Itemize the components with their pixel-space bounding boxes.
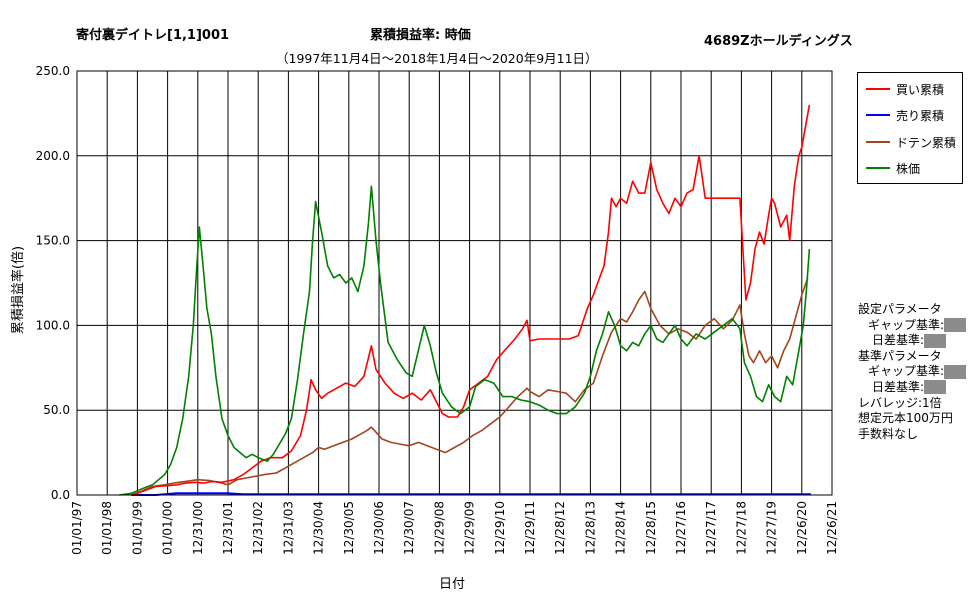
chart-title: 累積損益率: 時価 (370, 28, 471, 43)
param-leverage: レバレッジ:1倍 (858, 395, 942, 410)
x-tick-label: 12/27/19 (765, 501, 779, 555)
x-tick-label: 12/28/15 (644, 501, 658, 555)
x-tick-label: 12/26/20 (795, 501, 809, 555)
legend-swatch-price (866, 167, 890, 169)
y-tick-labels: 0.0 50.0 100.0 150.0 200.0 250.0 (36, 64, 70, 502)
legend-label-doten: ドテン累積 (896, 136, 957, 150)
x-tick-label: 12/27/18 (734, 501, 748, 555)
grid-lines (76, 70, 833, 496)
plot-frame (76, 70, 833, 496)
x-tick-label: 12/27/16 (674, 501, 688, 555)
series-line-price (119, 185, 811, 496)
y-tick-label: 0.0 (51, 488, 70, 502)
param-settings-heading: 設定パラメータ (858, 302, 942, 316)
y-tick-label: 150.0 (36, 234, 70, 248)
legend-label-buy: 買い累積 (896, 83, 945, 97)
strategy-title: 寄付裏デイトレ[1,1]001 (76, 28, 230, 43)
param-settings-gap: ギャップ基準: (858, 317, 967, 334)
param-fees: 手数料なし (858, 426, 919, 441)
x-tick-label: 01/01/98 (100, 501, 114, 555)
x-tick-label: 12/31/03 (281, 501, 295, 555)
x-tick-label: 12/28/13 (583, 501, 597, 555)
y-axis-label: 累積損益率(倍) (10, 246, 26, 334)
legend-swatch-doten (866, 141, 890, 143)
x-tick-label: 12/31/00 (191, 501, 205, 555)
series-lines (119, 104, 811, 496)
y-tick-label: 200.0 (36, 149, 70, 163)
series-line-doten (131, 277, 809, 496)
x-tick-labels: 01/01/97 01/01/98 01/01/99 01/01/00 12/31/00… (70, 501, 839, 555)
series-line-buy (131, 104, 811, 496)
x-tick-label: 12/31/02 (251, 501, 265, 555)
param-label: 日差基準: (872, 379, 925, 394)
param-base-heading: 基準パラメータ (858, 348, 942, 363)
param-settings-daydiff: 日差基準: (858, 333, 966, 349)
legend: 買い累積 売り累積 ドテン累積 株価 (857, 72, 963, 184)
x-tick-label: 12/28/12 (553, 501, 567, 555)
redacted-value (944, 318, 967, 333)
x-tick-label: 01/01/99 (130, 501, 144, 555)
param-base-gap: ギャップ基準: (858, 364, 967, 380)
x-tick-label: 01/01/97 (70, 501, 84, 555)
redacted-value (944, 364, 967, 379)
x-tick-label: 12/31/01 (221, 501, 235, 555)
legend-swatch-sell (866, 114, 890, 116)
x-tick-label: 12/29/10 (493, 501, 507, 555)
x-tick-label: 12/27/17 (704, 501, 718, 555)
x-tick-label: 12/30/07 (402, 501, 416, 555)
legend-label-price: 株価 (896, 162, 921, 176)
redacted-value (924, 380, 947, 395)
date-range-subtitle: （1997年11月4日～2018年1月4日～2020年9月11日） (276, 51, 598, 66)
x-tick-label: 12/29/09 (463, 501, 477, 555)
company-name: 4689Zホールディングス (704, 34, 853, 49)
y-tick-label: 250.0 (36, 64, 70, 78)
x-tick-label: 12/30/05 (342, 501, 356, 555)
redacted-value (924, 333, 947, 348)
param-label: 日差基準: (872, 333, 925, 348)
x-axis-label: 日付 (439, 577, 465, 592)
x-tick-label: 12/29/11 (523, 501, 537, 555)
legend-swatch-buy (866, 88, 890, 90)
y-tick-label: 50.0 (43, 403, 70, 417)
x-tick-label: 12/28/14 (614, 501, 628, 555)
param-principal: 想定元本100万円 (858, 411, 953, 426)
x-tick-label: 01/01/00 (161, 501, 175, 555)
legend-label-sell: 売り累積 (896, 109, 945, 123)
param-base-daydiff: 日差基準: (858, 380, 966, 396)
x-tick-label: 12/26/21 (825, 501, 839, 555)
y-tick-label: 100.0 (36, 318, 70, 332)
x-tick-label: 12/30/06 (372, 501, 386, 555)
param-label: ギャップ基準: (868, 317, 945, 332)
x-tick-label: 12/29/08 (432, 501, 446, 555)
parameter-panel: 設定パラメータ ギャップ基準: 日差基準: 基準パラメータ ギャップ基準: 日差… (858, 302, 967, 442)
param-label: ギャップ基準: (868, 364, 945, 379)
x-tick-label: 12/30/04 (312, 501, 326, 555)
